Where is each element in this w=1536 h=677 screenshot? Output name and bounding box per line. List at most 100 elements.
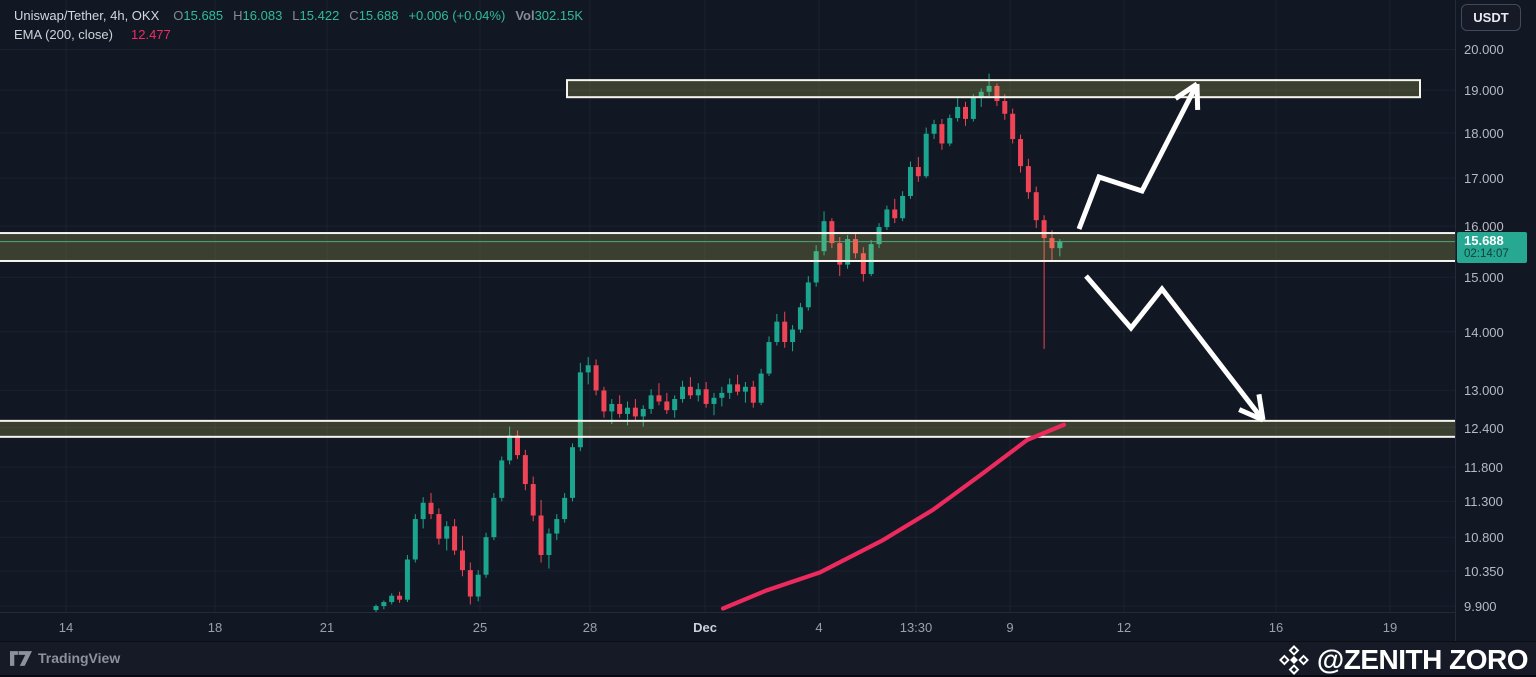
candle-body: [664, 401, 670, 411]
candle-body: [742, 386, 748, 392]
time-axis[interactable]: 14 18 21 25 28 Dec 4 13:30 9 12 16 19: [0, 612, 1455, 642]
candle-body: [1057, 241, 1063, 249]
candle-body: [381, 602, 387, 607]
ohlc-close: C15.688: [349, 8, 399, 23]
candle-body: [491, 497, 497, 538]
candlestick-chart[interactable]: [0, 0, 1455, 612]
arrow-head-wing: [1194, 83, 1201, 111]
candle-body: [963, 106, 968, 119]
time-tick-label: 21: [319, 620, 335, 635]
bearish-projection[interactable]: [1084, 274, 1266, 423]
price-tick-label: 10.800: [1464, 530, 1504, 546]
price-axis[interactable]: USDT 20.000 19.000 18.000 17.000 16.000 15.00…: [1455, 0, 1536, 641]
candle-body: [860, 253, 866, 275]
indicator-legend-row: EMA (200, close) 12.477: [14, 25, 583, 44]
candle-body: [554, 519, 560, 534]
time-tick-label: 25: [472, 620, 488, 635]
candle-body: [790, 329, 796, 343]
price-tick-label: 9.900: [1464, 599, 1497, 615]
currency-toggle-button[interactable]: USDT: [1461, 4, 1521, 31]
candle-body: [986, 85, 992, 92]
last-price-value: 15.688: [1464, 232, 1504, 248]
candle-body: [1041, 220, 1047, 239]
candle-body: [412, 519, 418, 560]
candle-body: [585, 365, 591, 373]
candle-body: [570, 447, 575, 498]
mid-zone-15.6[interactable]: [0, 232, 1455, 262]
candle-body: [884, 209, 890, 228]
time-tick-label: 4: [815, 620, 823, 635]
price-tick-label: 15.000: [1464, 270, 1504, 286]
candle-body: [1010, 113, 1016, 140]
time-tick-label: 9: [1006, 620, 1014, 635]
time-tick-label: 14: [58, 620, 74, 635]
price-tick-label: 20.000: [1464, 42, 1504, 58]
chart-pane[interactable]: Uniswap/Tether, 4h, OKX O15.685 H16.083 …: [0, 0, 1455, 612]
candle-body: [711, 397, 717, 404]
volume: Vol302.15K: [515, 8, 584, 23]
candle-body: [797, 307, 803, 330]
candle-body: [923, 133, 929, 177]
candle-body: [601, 390, 607, 412]
candle-body: [648, 395, 654, 409]
ohlc-low: L15.422: [292, 8, 340, 23]
candle-body: [428, 502, 434, 515]
candle-body: [593, 365, 599, 391]
candle-body: [680, 386, 686, 400]
time-tick-label: 16: [1268, 620, 1284, 635]
candle-body: [727, 384, 733, 393]
candle-body: [907, 167, 913, 197]
bottom-edge: [0, 675, 1536, 677]
candle-body: [947, 118, 953, 144]
candle-body: [766, 342, 772, 374]
price-tick-label: 14.000: [1464, 324, 1504, 340]
price-tick-label: 10.350: [1464, 563, 1504, 579]
candle-body: [617, 403, 623, 414]
candle-body: [499, 460, 505, 498]
grid-lines: [0, 0, 1455, 612]
tradingview-brand-link[interactable]: TradingView: [10, 650, 120, 666]
candle-body: [420, 502, 426, 520]
candle-body: [632, 407, 638, 417]
supply-zone-19[interactable]: [566, 79, 1421, 99]
candle-body: [892, 209, 898, 219]
candle-body: [735, 384, 741, 392]
price-tick-label: 16.000: [1464, 219, 1504, 235]
candle-body: [687, 386, 693, 396]
demand-zone-12.4[interactable]: [0, 419, 1455, 438]
candle-body: [389, 595, 395, 603]
time-tick-label: Dec: [693, 620, 717, 635]
candle-body: [782, 321, 788, 343]
candle-body: [530, 484, 536, 516]
author-watermark: @ZENITH ZORO: [1278, 643, 1529, 677]
symbol-title[interactable]: Uniswap/Tether, 4h, OKX: [14, 8, 160, 23]
bullish-projection[interactable]: [1076, 81, 1201, 230]
candle-body: [436, 514, 442, 539]
candle-body: [852, 239, 858, 254]
candle-body: [444, 526, 450, 539]
indicator-name[interactable]: EMA (200, close): [14, 27, 113, 42]
candle-body: [758, 373, 764, 403]
candle-body: [1049, 238, 1055, 249]
candle-body: [609, 403, 615, 412]
arrow-head-wing: [1238, 407, 1265, 423]
candle-body: [656, 395, 662, 402]
last-price-badge: 15.688 02:14:07: [1457, 231, 1527, 263]
tradingview-logo-icon: [10, 650, 32, 666]
price-tick-label: 13.000: [1464, 383, 1504, 399]
candles-series: [373, 73, 1063, 612]
tradingview-brand-text: TradingView: [38, 650, 121, 666]
candle-body: [640, 408, 646, 417]
candle-body: [577, 372, 583, 448]
candle-body: [475, 574, 481, 597]
candle-body: [931, 124, 937, 134]
arrow-head-wing: [1174, 81, 1199, 101]
candle-body: [837, 243, 843, 265]
ema-200-line[interactable]: [720, 422, 1067, 611]
watermark-text: @ZENITH ZORO: [1316, 644, 1529, 675]
candle-body: [750, 386, 756, 403]
candle-body: [955, 106, 961, 119]
time-tick-label: 28: [582, 620, 598, 635]
candle-body: [1018, 139, 1024, 167]
